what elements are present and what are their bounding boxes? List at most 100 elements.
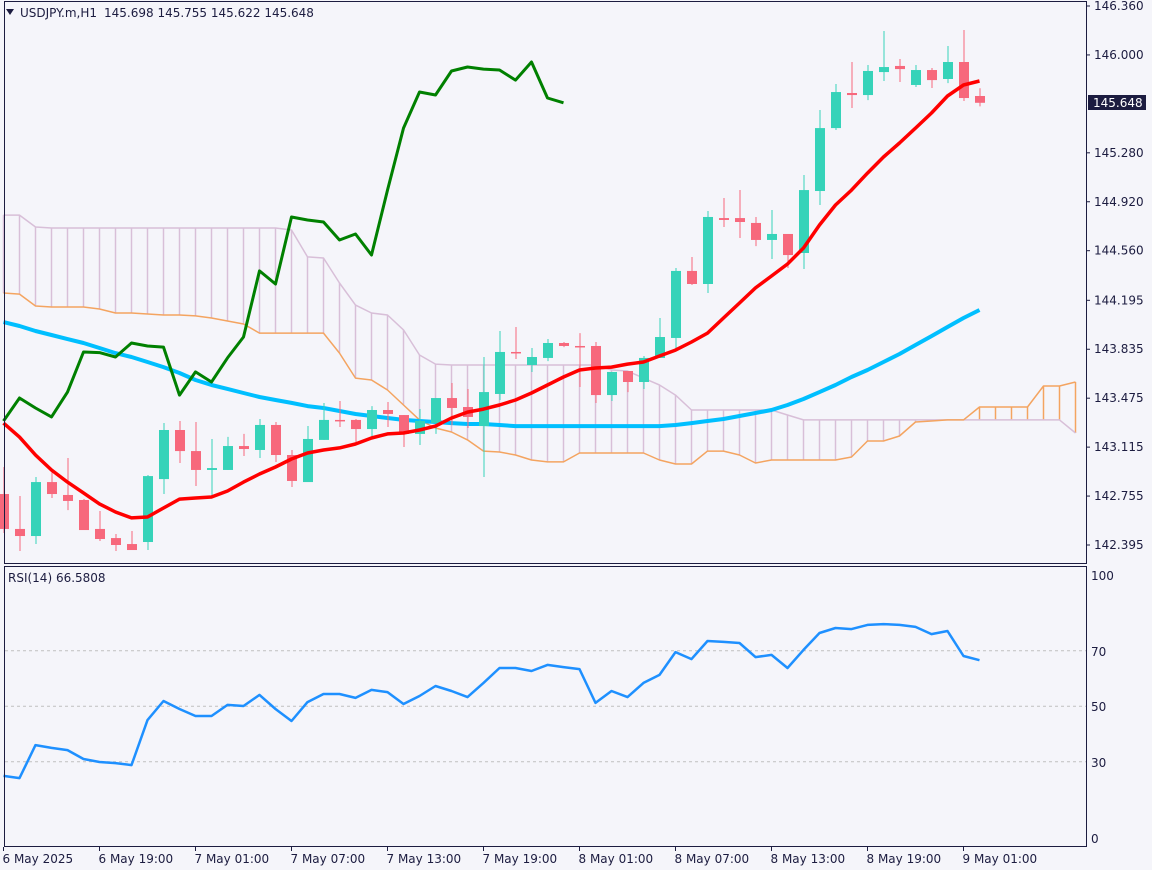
price-tick-label: 142.395 <box>1094 538 1144 552</box>
price-tick-label: 144.560 <box>1094 244 1144 258</box>
bearish-candle <box>191 421 201 487</box>
bearish-candle <box>15 496 25 551</box>
bearish-candle <box>847 62 857 108</box>
candle-body <box>751 222 761 240</box>
candle-body <box>335 419 345 422</box>
fast-ma-line <box>2 79 980 520</box>
price-axis[interactable]: 146.360 146.000 145.280 144.920 144.560 144.1… <box>1086 0 1144 552</box>
candle-body <box>591 345 601 396</box>
bullish-candle <box>143 474 153 551</box>
bearish-candle <box>559 342 569 348</box>
time-tick-label: 7 May 01:00 <box>195 852 270 866</box>
candle-body <box>719 218 729 220</box>
candle-body <box>79 500 89 531</box>
ohlc-readout: 145.698 145.755 145.622 145.648 <box>104 6 314 20</box>
bullish-candle <box>159 423 169 495</box>
bearish-candle <box>895 59 905 82</box>
candle-body <box>911 70 921 85</box>
candle-body <box>63 494 73 501</box>
candle-body <box>559 342 569 346</box>
candle-body <box>95 528 105 540</box>
candle-body <box>607 371 617 396</box>
candle-body <box>207 468 217 470</box>
rsi-pane-frame <box>4 566 1087 847</box>
time-tick-label: 6 May 19:00 <box>99 852 174 866</box>
bullish-candle <box>831 84 841 130</box>
candle-body <box>895 65 905 70</box>
bullish-candle <box>671 267 681 351</box>
time-tick-label: 8 May 07:00 <box>675 852 750 866</box>
price-tick-label: 146.000 <box>1094 48 1144 62</box>
bullish-candle <box>319 402 329 440</box>
bearish-candle <box>335 401 345 428</box>
time-axis[interactable]: 6 May 2025 6 May 19:00 7 May 01:00 7 May 07… <box>3 847 1038 866</box>
candle-body <box>575 345 585 348</box>
time-tick-label: 6 May 2025 <box>3 852 74 866</box>
candle-body <box>255 424 265 450</box>
candle-body <box>447 398 457 408</box>
time-tick-label: 7 May 19:00 <box>483 852 558 866</box>
time-tick-label: 7 May 13:00 <box>387 852 462 866</box>
bearish-candle <box>591 342 601 403</box>
bearish-candle <box>719 197 729 228</box>
rsi-tick-label: 0 <box>1091 832 1099 846</box>
bullish-candle <box>223 436 233 470</box>
candle-body <box>655 337 665 358</box>
current-price-tag: 145.648 <box>1088 95 1146 110</box>
candle-body <box>815 128 825 192</box>
time-tick-label: 8 May 13:00 <box>771 852 846 866</box>
candle-body <box>783 233 793 256</box>
price-tick-label: 145.280 <box>1094 146 1144 160</box>
bullish-candle <box>943 45 953 84</box>
rsi-label: RSI(14) 66.5808 <box>8 571 106 585</box>
bearish-candle <box>959 30 969 102</box>
rsi-pane <box>3 622 1086 780</box>
rsi-axis[interactable]: 100 70 50 30 0 <box>1091 569 1114 846</box>
candle-body <box>767 233 777 240</box>
price-tick-label: 143.115 <box>1094 440 1144 454</box>
candle-body <box>831 92 841 129</box>
candle-body <box>431 398 441 424</box>
bearish-candle <box>927 67 937 88</box>
triangle-down-icon[interactable] <box>6 9 14 15</box>
current-price-value: 145.648 <box>1093 96 1143 110</box>
bullish-candle <box>415 409 425 445</box>
bullish-candle <box>799 174 809 270</box>
bullish-candle <box>607 371 617 402</box>
time-tick-label: 8 May 01:00 <box>579 852 654 866</box>
candle-body <box>303 438 313 483</box>
candle-body <box>495 351 505 394</box>
bearish-candle <box>399 415 409 447</box>
candle-body <box>143 476 153 543</box>
candle-body <box>703 216 713 284</box>
bullish-candle <box>31 477 41 545</box>
rsi-line <box>3 622 980 780</box>
candle-body <box>271 424 281 456</box>
price-tick-label: 144.195 <box>1094 293 1144 307</box>
bullish-candle <box>767 210 777 259</box>
price-tick-label: 144.920 <box>1094 195 1144 209</box>
senkou-span-a-line <box>3 214 1076 434</box>
bearish-candle <box>751 216 761 247</box>
bearish-candle <box>95 511 105 542</box>
bullish-candle <box>207 438 217 498</box>
bullish-candle <box>863 64 873 101</box>
rsi-tick-label: 30 <box>1091 756 1106 770</box>
bearish-candle <box>175 421 185 464</box>
bearish-candle <box>575 333 585 388</box>
chikou-span-line <box>2 60 564 422</box>
time-tick-label: 7 May 07:00 <box>291 852 366 866</box>
bearish-candle <box>111 533 121 551</box>
bearish-candle <box>975 88 985 107</box>
bullish-candle <box>495 331 505 400</box>
candle-body <box>415 421 425 434</box>
candle-body <box>223 446 233 470</box>
rsi-tick-label: 70 <box>1091 645 1106 659</box>
bullish-candle <box>367 406 377 436</box>
candle-body <box>15 528 25 537</box>
candle-body <box>31 482 41 537</box>
candle-body <box>671 270 681 338</box>
candle-body <box>927 70 937 81</box>
